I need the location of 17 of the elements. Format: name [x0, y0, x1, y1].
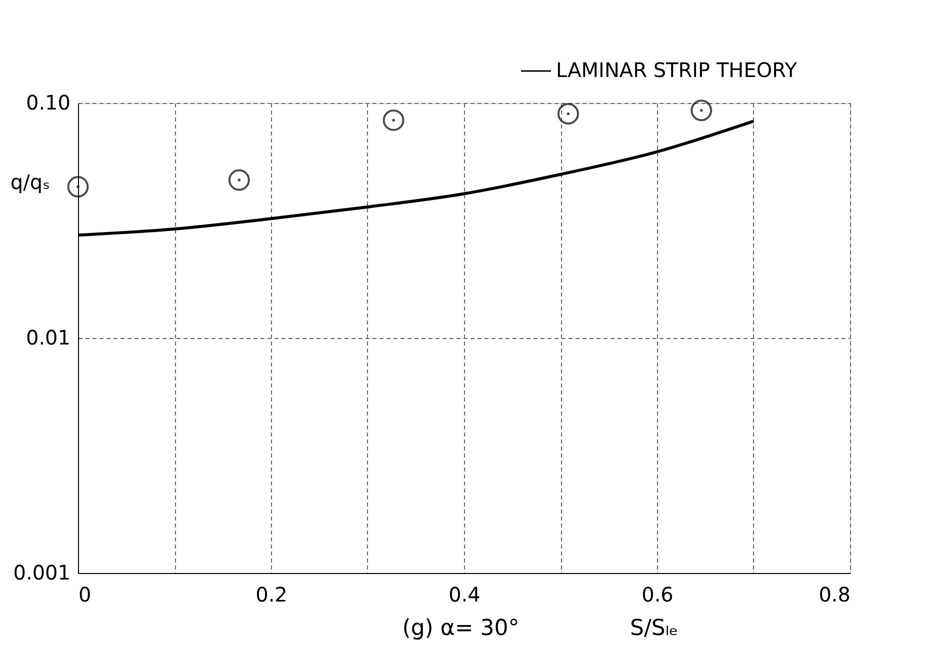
x-tick-label: 0.4: [448, 582, 480, 606]
y-axis-title: q/qₛ: [10, 170, 50, 194]
point: [557, 103, 579, 124]
x-tick-label: 0.8: [818, 582, 850, 606]
point: [690, 100, 712, 122]
y-tick-label: 0.001: [13, 560, 70, 584]
point: [228, 169, 250, 191]
text: (g) α= 30°: [402, 616, 520, 641]
x-axis-title: S/Sₗₑ: [630, 616, 678, 641]
x-tick-label: 0.2: [256, 582, 288, 606]
x-tick-label: 0.6: [642, 582, 674, 606]
legend-label: LAMINAR STRIP THEORY: [556, 58, 798, 82]
x-tick-label: 0: [78, 582, 92, 606]
point: [67, 176, 89, 198]
y-tick-label: 0.01: [26, 326, 70, 350]
y-tick-label: 0.10: [26, 90, 70, 114]
point: [382, 109, 404, 131]
